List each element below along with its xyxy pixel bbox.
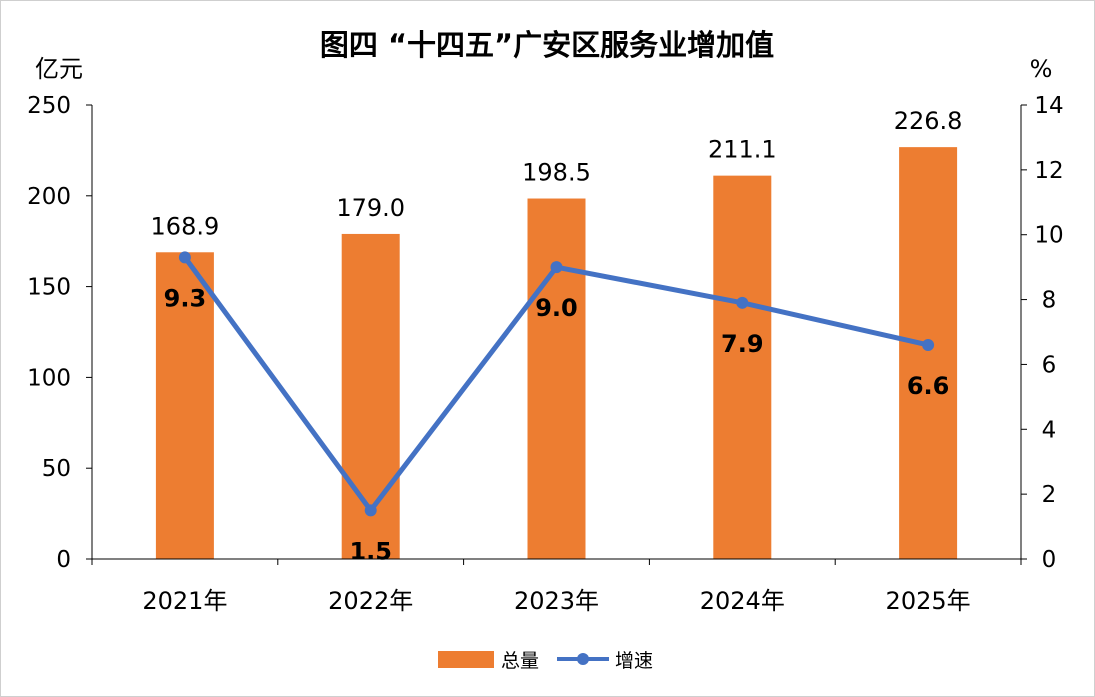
right-tick-label: 10	[1034, 223, 1063, 249]
growth-rate-label: 9.0	[535, 294, 578, 322]
left-tick-label: 250	[27, 93, 71, 119]
growth-rate-point-1	[178, 251, 191, 264]
x-tick-label: 2021年	[142, 587, 227, 615]
growth-rate-point-3	[550, 261, 563, 274]
growth-rate-label: 1.5	[349, 537, 392, 565]
legend-swatch-growth-marker	[577, 653, 589, 665]
right-axis-unit: %	[1030, 55, 1053, 83]
bar-3	[527, 198, 586, 560]
left-tick-label: 50	[42, 456, 71, 482]
bar-value-label: 198.5	[522, 159, 591, 187]
legend-label-total: 总量	[501, 650, 539, 672]
bar-4	[713, 175, 772, 559]
growth-rate-label: 9.3	[164, 284, 207, 312]
chart-title: 图四 “十四五”广安区服务业增加值	[320, 28, 774, 62]
right-tick-label: 12	[1034, 158, 1063, 184]
right-tick-label: 2	[1042, 482, 1057, 508]
left-tick-label: 150	[27, 275, 71, 301]
legend-label-growth: 增速	[615, 650, 653, 672]
x-tick-label: 2022年	[328, 587, 413, 615]
bar-value-label: 226.8	[894, 107, 963, 135]
left-tick-label: 100	[27, 365, 71, 391]
growth-rate-label: 6.6	[907, 372, 950, 400]
growth-rate-point-2	[364, 504, 377, 517]
right-tick-label: 0	[1042, 547, 1057, 573]
growth-rate-point-4	[736, 296, 749, 309]
left-tick-label: 0	[56, 547, 71, 573]
growth-rate-point-5	[922, 338, 935, 351]
bar-value-label: 179.0	[336, 194, 405, 222]
left-tick-label: 200	[27, 184, 71, 210]
x-tick-label: 2023年	[514, 587, 599, 615]
x-tick-label: 2025年	[886, 587, 971, 615]
bar-value-label: 211.1	[708, 136, 777, 164]
bar-5	[899, 147, 958, 559]
x-tick-label: 2024年	[700, 587, 785, 615]
right-tick-label: 6	[1042, 352, 1057, 378]
right-tick-label: 8	[1042, 288, 1057, 314]
right-tick-label: 14	[1034, 93, 1063, 119]
left-axis-unit: 亿元	[35, 55, 83, 83]
right-tick-label: 4	[1042, 417, 1057, 443]
growth-rate-label: 7.9	[721, 330, 764, 358]
legend-swatch-total	[438, 651, 494, 668]
bar-value-label: 168.9	[151, 212, 220, 240]
bar-1	[155, 252, 214, 560]
